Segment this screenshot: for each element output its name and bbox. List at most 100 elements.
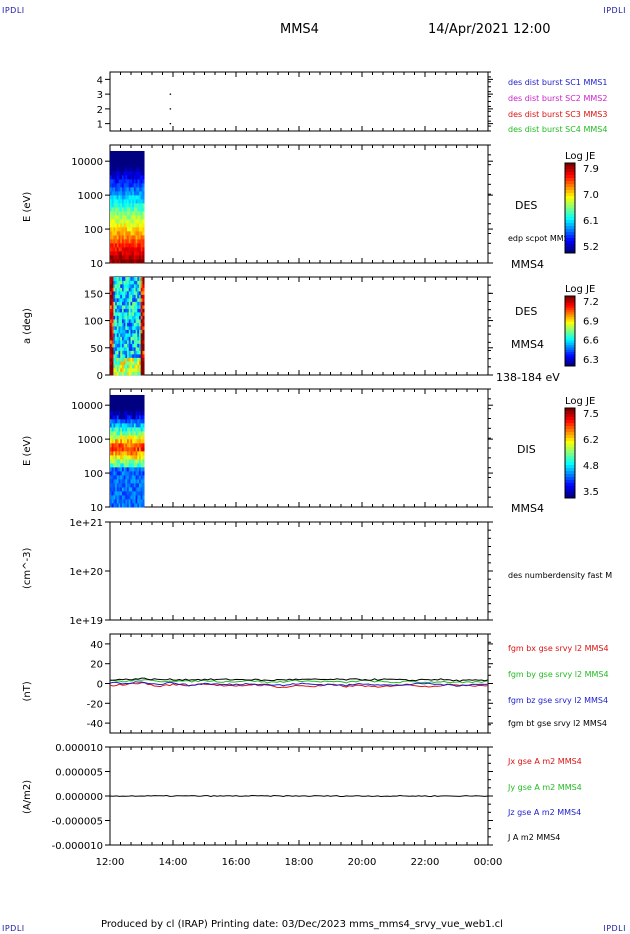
spectrogram-cell	[142, 422, 145, 428]
spectrogram-cell	[128, 494, 131, 500]
y-tick-label: 1000	[78, 435, 103, 446]
spectrogram-cell	[130, 198, 133, 204]
spectrogram-cell	[133, 354, 136, 358]
spectrogram-cell	[111, 454, 114, 460]
spectrogram-cell	[130, 234, 133, 240]
spectrogram-cell	[130, 294, 133, 299]
spectrogram-cell	[137, 482, 140, 488]
spectrogram-cell	[127, 394, 130, 400]
spectrogram-cell	[140, 174, 143, 180]
spectrogram-cell	[120, 466, 123, 472]
spectrogram-cell	[137, 498, 140, 504]
spectrogram-cell	[123, 305, 126, 309]
spectrogram-cell	[116, 329, 119, 334]
spectrogram-cell	[120, 350, 123, 355]
spectrogram-cell	[115, 242, 118, 248]
spectrogram-cell	[125, 470, 128, 476]
spectrogram-cell	[123, 442, 126, 448]
spectrogram-cell	[115, 234, 118, 240]
spectrogram-cell	[135, 458, 138, 464]
spectrogram-cell	[139, 350, 142, 355]
spectrogram-cell	[142, 462, 145, 468]
colorbar-step	[565, 169, 575, 173]
spectrogram-cell	[118, 470, 121, 476]
spectrogram-cell	[135, 347, 138, 351]
spectrogram-cell	[121, 178, 125, 184]
spectrogram-cell	[142, 158, 145, 164]
spectrogram-cell	[115, 347, 118, 351]
spectrogram-cell	[133, 308, 136, 313]
spectrogram-cell	[118, 326, 121, 330]
spectrogram-cell	[125, 280, 128, 285]
spectrogram-cell	[128, 502, 131, 508]
spectrogram-cell	[116, 371, 119, 376]
colorbar-step	[565, 317, 575, 320]
spectrogram-cell	[113, 166, 116, 172]
spectrogram-cell	[140, 298, 143, 302]
spectrogram-cell	[132, 308, 135, 313]
spectrogram-cell	[139, 486, 142, 492]
spectrogram-cell	[111, 226, 114, 232]
spectrogram-cell	[120, 398, 123, 404]
colorbar-step	[565, 226, 575, 230]
spectrogram-cell	[132, 170, 135, 176]
footer-credits: Produced by cl (IRAP) Printing date: 03/…	[101, 919, 503, 930]
spectrogram-cell	[140, 234, 143, 240]
spectrogram-cell	[139, 277, 142, 281]
spectrogram-cell	[128, 234, 131, 240]
spectrogram-cell	[121, 174, 125, 180]
spectrogram-cell	[127, 498, 130, 504]
spectrogram-cell	[115, 329, 118, 334]
spectrogram-cell	[110, 182, 113, 188]
spectrogram-cell	[140, 230, 143, 236]
spectrogram-cell	[140, 326, 143, 330]
spectrogram-cell	[120, 361, 123, 365]
colorbar-tick-label: 5.2	[583, 242, 599, 253]
spectrogram-cell	[121, 170, 125, 176]
spectrogram-cell	[132, 406, 135, 412]
spectrogram-cell	[127, 414, 130, 420]
spectrogram-cell	[128, 250, 131, 256]
spectrogram-cell	[113, 174, 116, 180]
spectrogram-cell	[123, 182, 126, 188]
spectrogram-cell	[121, 494, 125, 500]
spectrogram-cell	[142, 250, 145, 256]
spectrogram-cell	[137, 150, 140, 156]
spectrogram-cell	[120, 294, 123, 299]
spectrogram-cell	[140, 414, 143, 420]
spectrogram-cell	[128, 426, 131, 432]
spectrogram-cell	[135, 494, 138, 500]
spectrogram-cell	[115, 178, 118, 184]
spectrogram-cell	[125, 190, 128, 196]
spectrogram-cell	[120, 234, 123, 240]
colorbar-step	[565, 241, 575, 245]
spectrogram-cell	[113, 226, 116, 232]
spectrogram-cell	[110, 474, 113, 480]
spectrogram-cell	[127, 206, 130, 212]
spectrogram-cell	[113, 333, 116, 337]
spectrogram-cell	[127, 502, 130, 508]
spectrogram-cell	[111, 154, 114, 160]
spectrogram-cell	[116, 234, 119, 240]
spectrogram-cell	[130, 336, 133, 341]
spectrogram-cell	[110, 294, 113, 299]
colorbar-step	[565, 453, 575, 457]
spectrogram-cell	[125, 462, 128, 468]
spectrogram-cell	[139, 371, 142, 376]
spectrogram-cell	[125, 206, 128, 212]
spectrogram-cell	[120, 162, 123, 168]
spectrogram-cell	[116, 357, 119, 362]
spectrogram-cell	[110, 190, 113, 196]
y-axis-label: a (deg)	[22, 308, 33, 344]
spectrogram-cell	[111, 368, 114, 372]
spectrogram-cell	[111, 174, 114, 180]
spectrogram-cell	[130, 202, 133, 208]
spectrogram-cell	[123, 174, 126, 180]
spectrogram-cell	[125, 426, 128, 432]
spectrogram-cell	[140, 394, 143, 400]
spectrogram-cell	[120, 422, 123, 428]
colorbar-step	[565, 205, 575, 209]
spectrogram-cell	[140, 319, 143, 323]
colorbar-step	[565, 450, 575, 454]
spectrogram-cell	[130, 343, 133, 348]
